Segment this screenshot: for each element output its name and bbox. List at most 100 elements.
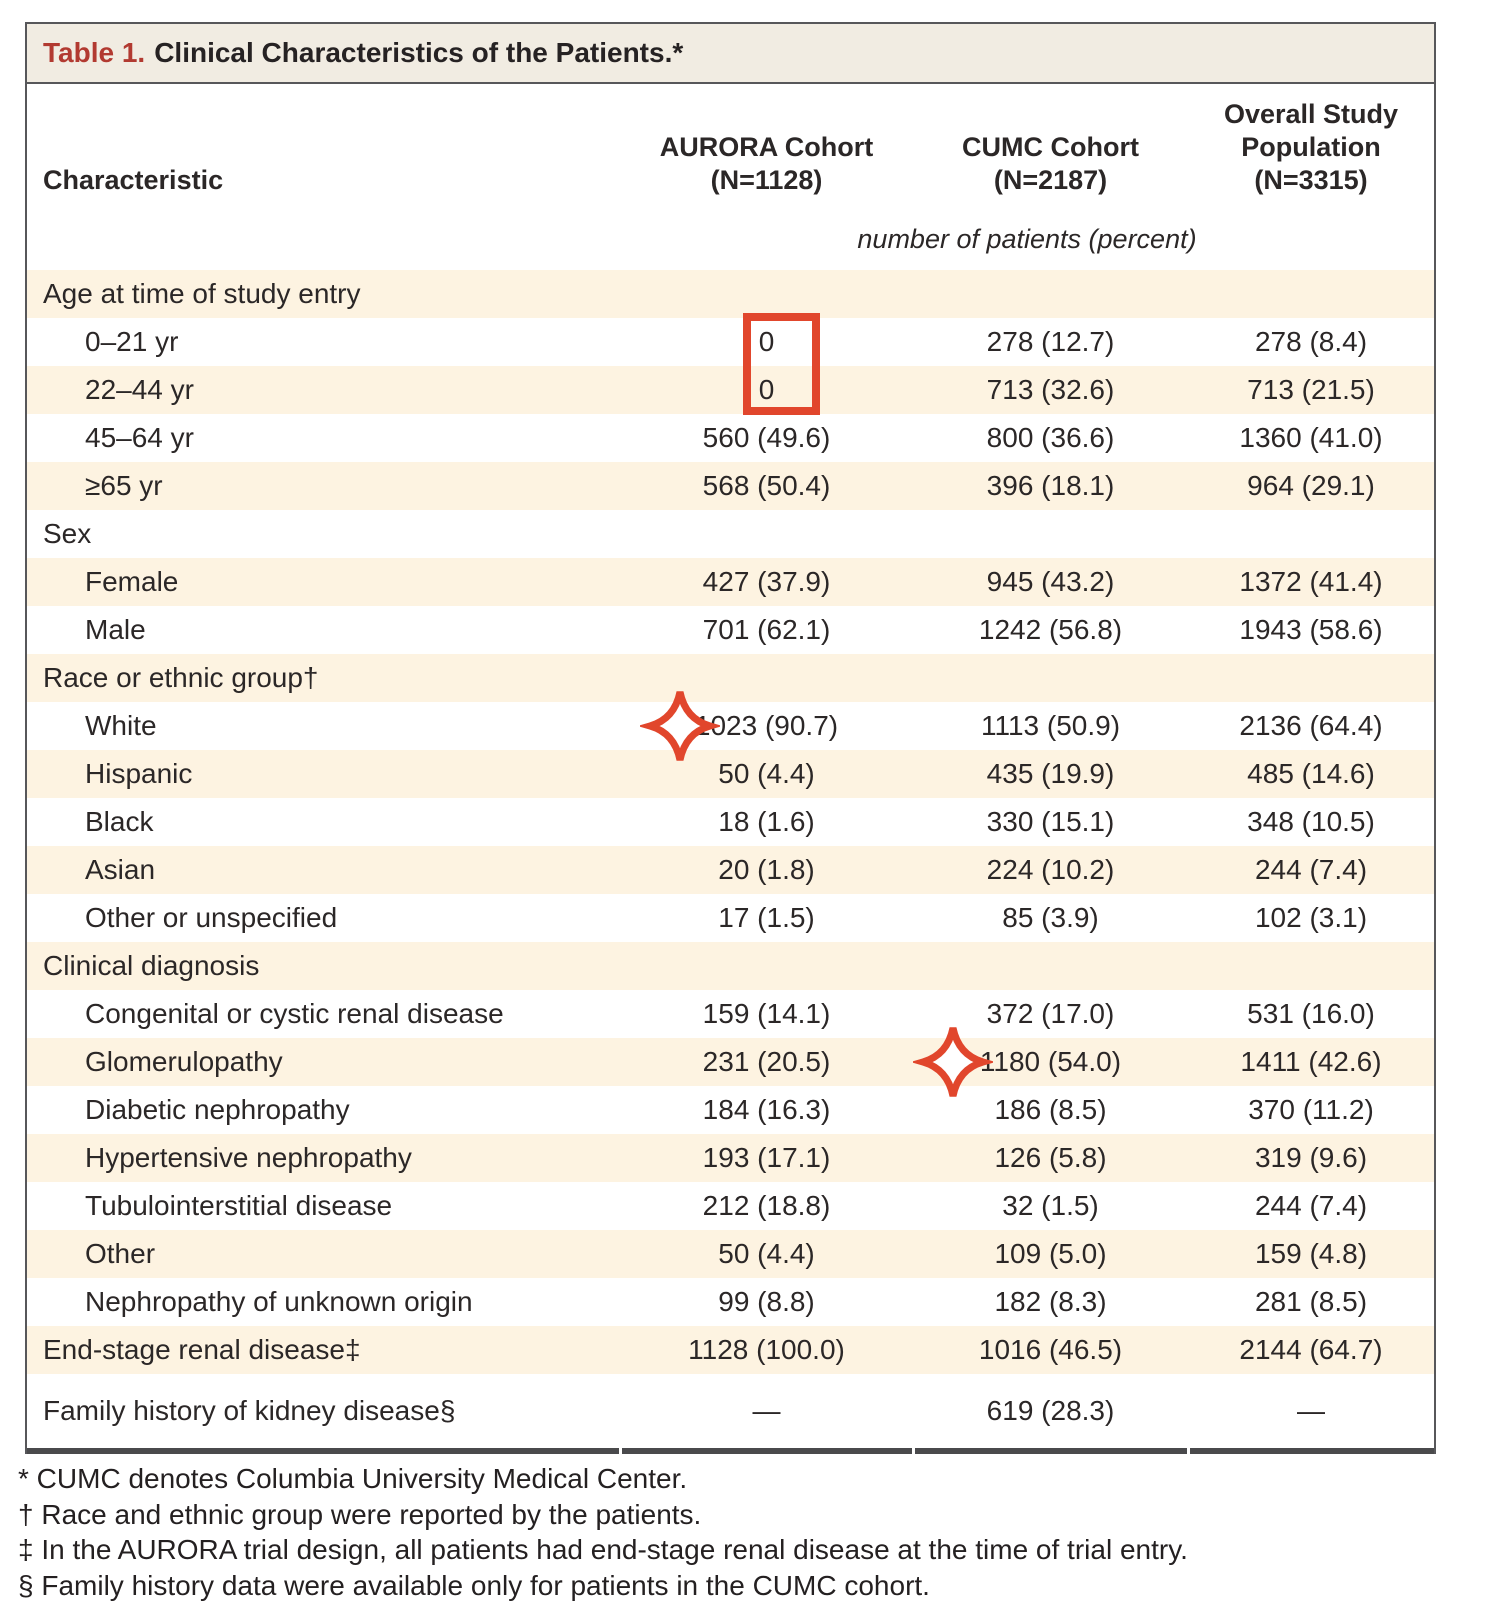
table-row: White 1023 (90.7) 1113 (50.9) 2136 (64.4…: [27, 702, 1434, 750]
units-note: number of patients (percent): [620, 199, 1434, 270]
cell-overall: 1943 (58.6): [1188, 614, 1434, 646]
cell-overall: 348 (10.5): [1188, 806, 1434, 838]
cell-overall: 1372 (41.4): [1188, 566, 1434, 598]
table-row: Nephropathy of unknown origin 99 (8.8) 1…: [27, 1278, 1434, 1326]
cell-aurora: 701 (62.1): [620, 614, 913, 646]
cell-overall: 278 (8.4): [1188, 326, 1434, 358]
row-label: Diabetic nephropathy: [27, 1094, 620, 1126]
table-row: Tubulointerstitial disease 212 (18.8) 32…: [27, 1182, 1434, 1230]
cell-overall: 370 (11.2): [1188, 1094, 1434, 1126]
cell-cumc: 713 (32.6): [913, 374, 1188, 406]
cell-aurora: 427 (37.9): [620, 566, 913, 598]
cell-overall: 102 (3.1): [1188, 902, 1434, 934]
table-row: Male 701 (62.1) 1242 (56.8) 1943 (58.6): [27, 606, 1434, 654]
cell-overall: 1360 (41.0): [1188, 422, 1434, 454]
cell-aurora: 184 (16.3): [620, 1094, 913, 1126]
cell-cumc: 182 (8.3): [913, 1286, 1188, 1318]
cell-aurora: 193 (17.1): [620, 1142, 913, 1174]
table-title-bar: Table 1.Clinical Characteristics of the …: [27, 24, 1434, 84]
cell-cumc: 85 (3.9): [913, 902, 1188, 934]
cell-cumc: 800 (36.6): [913, 422, 1188, 454]
cell-cumc: 945 (43.2): [913, 566, 1188, 598]
footnotes: * CUMC denotes Columbia University Medic…: [18, 1461, 1483, 1603]
footnote-double-dagger: ‡ In the AURORA trial design, all patien…: [18, 1532, 1483, 1568]
row-label: Congenital or cystic renal disease: [27, 998, 620, 1030]
footnote-section: § Family history data were available onl…: [18, 1568, 1483, 1603]
cell-overall: 244 (7.4): [1188, 1190, 1434, 1222]
cell-cumc: 619 (28.3): [913, 1395, 1188, 1427]
overall-population-name: Overall Study Population: [1196, 98, 1426, 164]
cell-aurora: 20 (1.8): [620, 854, 913, 886]
aurora-cohort-name: AURORA Cohort: [660, 131, 873, 164]
cell-overall: 531 (16.0): [1188, 998, 1434, 1030]
table-row: Congenital or cystic renal disease 159 (…: [27, 990, 1434, 1038]
row-label: Sex: [27, 518, 620, 550]
table-row: 45–64 yr 560 (49.6) 800 (36.6) 1360 (41.…: [27, 414, 1434, 462]
table-row: Diabetic nephropathy 184 (16.3) 186 (8.5…: [27, 1086, 1434, 1134]
cell-aurora: 17 (1.5): [620, 902, 913, 934]
row-label: White: [27, 710, 620, 742]
row-label: Clinical diagnosis: [27, 950, 620, 982]
row-label: Age at time of study entry: [27, 278, 620, 310]
row-label: 0–21 yr: [27, 326, 620, 358]
table-row: Female 427 (37.9) 945 (43.2) 1372 (41.4): [27, 558, 1434, 606]
row-label: Glomerulopathy: [27, 1046, 620, 1078]
cell-cumc: 330 (15.1): [913, 806, 1188, 838]
row-label: 22–44 yr: [27, 374, 620, 406]
cell-cumc: 435 (19.9): [913, 758, 1188, 790]
star-annotation-icon: [913, 1020, 993, 1104]
cell-overall: —: [1188, 1395, 1434, 1427]
cell-cumc: 126 (5.8): [913, 1142, 1188, 1174]
cell-overall: 281 (8.5): [1188, 1286, 1434, 1318]
clinical-characteristics-table: Table 1.Clinical Characteristics of the …: [25, 22, 1436, 1454]
table-caption: Clinical Characteristics of the Patients…: [154, 37, 683, 69]
cell-cumc: 1016 (46.5): [913, 1334, 1188, 1366]
table-row: Age at time of study entry: [27, 270, 1434, 318]
table-body: Age at time of study entry 0–21 yr 0 278…: [27, 270, 1434, 1448]
footnote-dagger: † Race and ethnic group were reported by…: [18, 1497, 1483, 1533]
cell-cumc: 224 (10.2): [913, 854, 1188, 886]
cell-overall: 2136 (64.4): [1188, 710, 1434, 742]
table-row: Other 50 (4.4) 109 (5.0) 159 (4.8): [27, 1230, 1434, 1278]
table-row: ≥65 yr 568 (50.4) 396 (18.1) 964 (29.1): [27, 462, 1434, 510]
table-row: Clinical diagnosis: [27, 942, 1434, 990]
cell-overall: 2144 (64.7): [1188, 1334, 1434, 1366]
row-label: Hispanic: [27, 758, 620, 790]
cell-aurora: 212 (18.8): [620, 1190, 913, 1222]
cell-aurora: 1128 (100.0): [620, 1334, 913, 1366]
aurora-cohort-n: (N=1128): [711, 164, 823, 197]
cell-cumc: 109 (5.0): [913, 1238, 1188, 1270]
cell-cumc: 396 (18.1): [913, 470, 1188, 502]
table-row: Asian 20 (1.8) 224 (10.2) 244 (7.4): [27, 846, 1434, 894]
cell-cumc: 32 (1.5): [913, 1190, 1188, 1222]
column-header-row: Characteristic AURORA Cohort (N=1128) CU…: [27, 84, 1434, 270]
table-row: Family history of kidney disease§ — 619 …: [27, 1374, 1434, 1448]
column-header-characteristic: Characteristic: [27, 92, 620, 199]
row-label: Nephropathy of unknown origin: [27, 1286, 620, 1318]
cell-cumc: 1113 (50.9): [913, 710, 1188, 742]
table-row: Hispanic 50 (4.4) 435 (19.9) 485 (14.6): [27, 750, 1434, 798]
cell-overall: 244 (7.4): [1188, 854, 1434, 886]
cell-overall: 1411 (42.6): [1188, 1046, 1434, 1078]
cell-aurora: 568 (50.4): [620, 470, 913, 502]
column-header-cumc: CUMC Cohort (N=2187): [913, 92, 1188, 199]
table-row: 0–21 yr 0 278 (12.7) 278 (8.4): [27, 318, 1434, 366]
row-label: Tubulointerstitial disease: [27, 1190, 620, 1222]
cell-overall: 964 (29.1): [1188, 470, 1434, 502]
row-label: Male: [27, 614, 620, 646]
overall-population-n: (N=3315): [1254, 164, 1367, 197]
cell-aurora: 560 (49.6): [620, 422, 913, 454]
cell-overall: 159 (4.8): [1188, 1238, 1434, 1270]
cell-overall: 485 (14.6): [1188, 758, 1434, 790]
footnote-asterisk: * CUMC denotes Columbia University Medic…: [18, 1461, 1483, 1497]
row-label: Female: [27, 566, 620, 598]
cell-cumc: 1242 (56.8): [913, 614, 1188, 646]
cell-aurora: 18 (1.6): [620, 806, 913, 838]
table-row: Sex: [27, 510, 1434, 558]
row-label: Black: [27, 806, 620, 838]
row-label: 45–64 yr: [27, 422, 620, 454]
table-row: Glomerulopathy 231 (20.5) 1180 (54.0) 14…: [27, 1038, 1434, 1086]
cell-aurora: 159 (14.1): [620, 998, 913, 1030]
row-label: Hypertensive nephropathy: [27, 1142, 620, 1174]
table-row: End-stage renal disease‡ 1128 (100.0) 10…: [27, 1326, 1434, 1374]
